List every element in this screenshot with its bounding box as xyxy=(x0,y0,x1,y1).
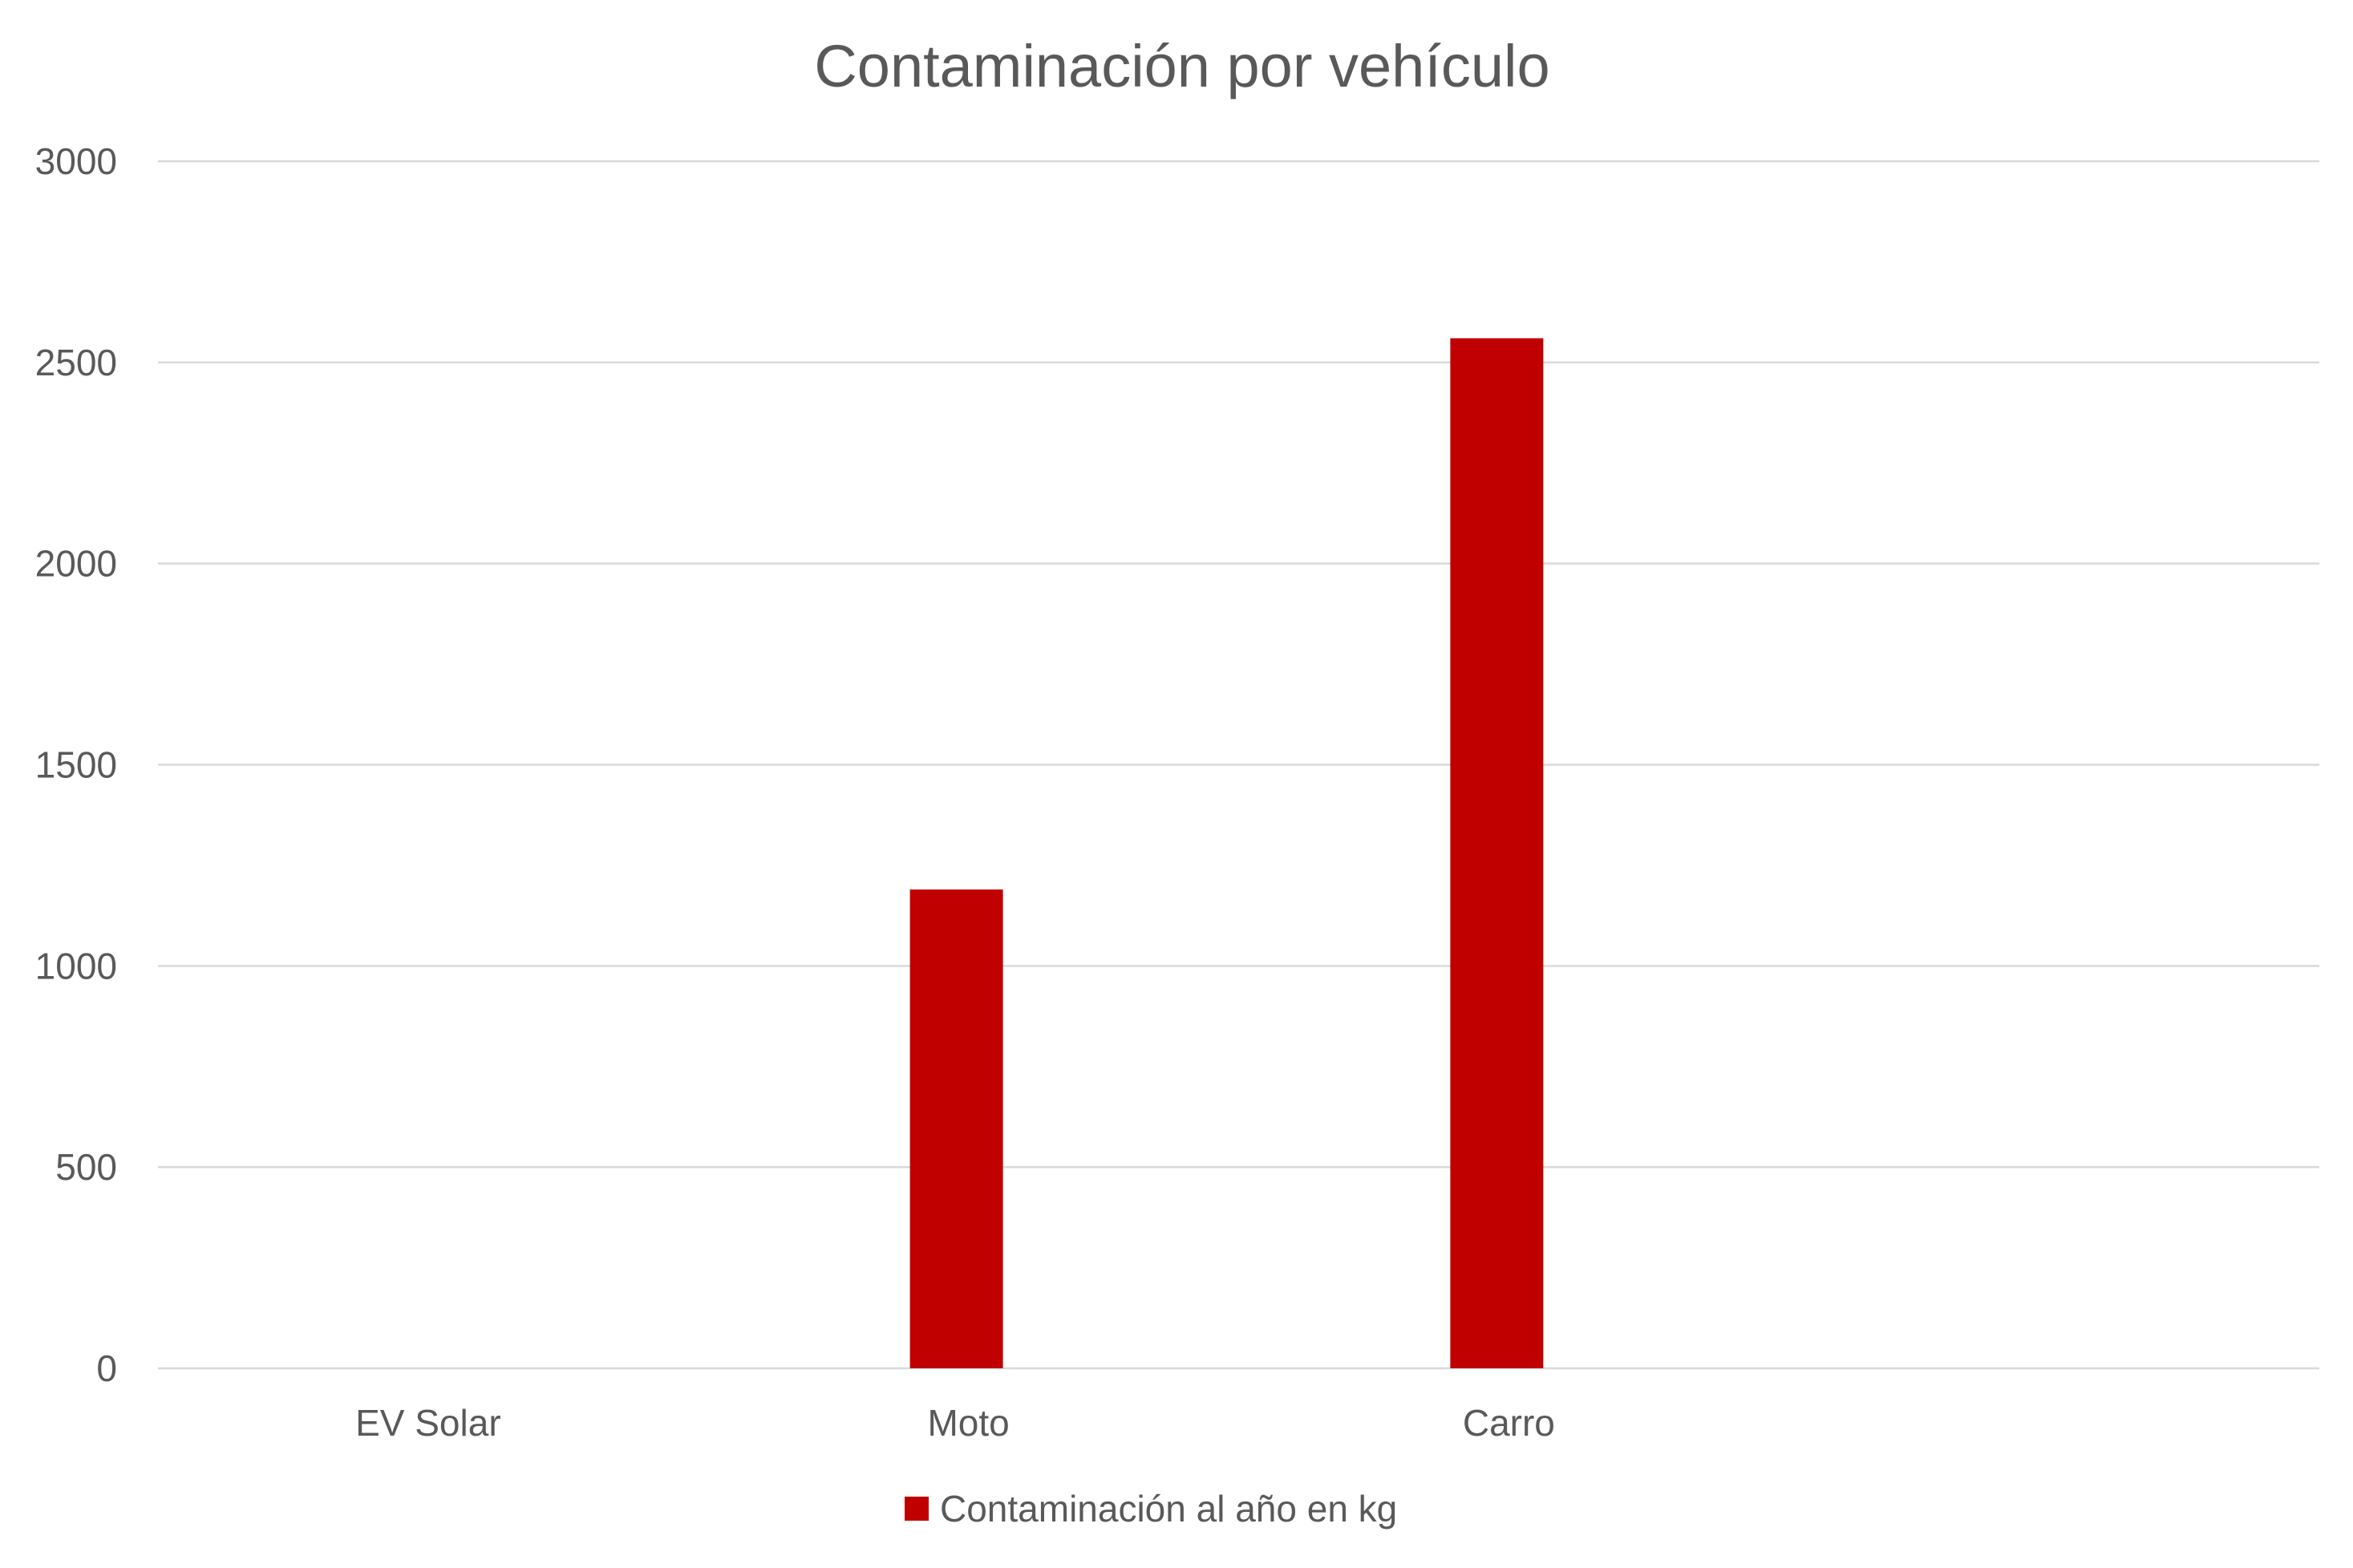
legend: Contaminación al año en kg xyxy=(905,1488,1397,1530)
x-axis-ticks: EV Solar Moto Carro xyxy=(355,1402,1555,1444)
y-tick-label: 0 xyxy=(96,1347,117,1389)
y-tick-label: 2000 xyxy=(35,543,117,585)
legend-label: Contaminación al año en kg xyxy=(940,1488,1397,1530)
x-tick-label: Moto xyxy=(927,1402,1009,1444)
bar xyxy=(1450,338,1544,1368)
bar xyxy=(909,889,1003,1368)
y-tick-label: 2500 xyxy=(35,342,117,383)
gridlines xyxy=(158,160,2319,1370)
bars xyxy=(909,338,1544,1368)
y-tick-label: 3000 xyxy=(35,140,117,182)
y-tick-label: 1500 xyxy=(35,744,117,786)
y-tick-label: 500 xyxy=(55,1146,117,1188)
y-tick-label: 1000 xyxy=(35,945,117,987)
x-tick-label: EV Solar xyxy=(355,1402,501,1444)
legend-swatch xyxy=(905,1497,929,1521)
x-tick-label: Carro xyxy=(1463,1402,1555,1444)
chart-title: Contaminación por vehículo xyxy=(814,33,1549,99)
y-axis-ticks: 0 500 1000 1500 2000 2500 3000 xyxy=(35,140,117,1389)
